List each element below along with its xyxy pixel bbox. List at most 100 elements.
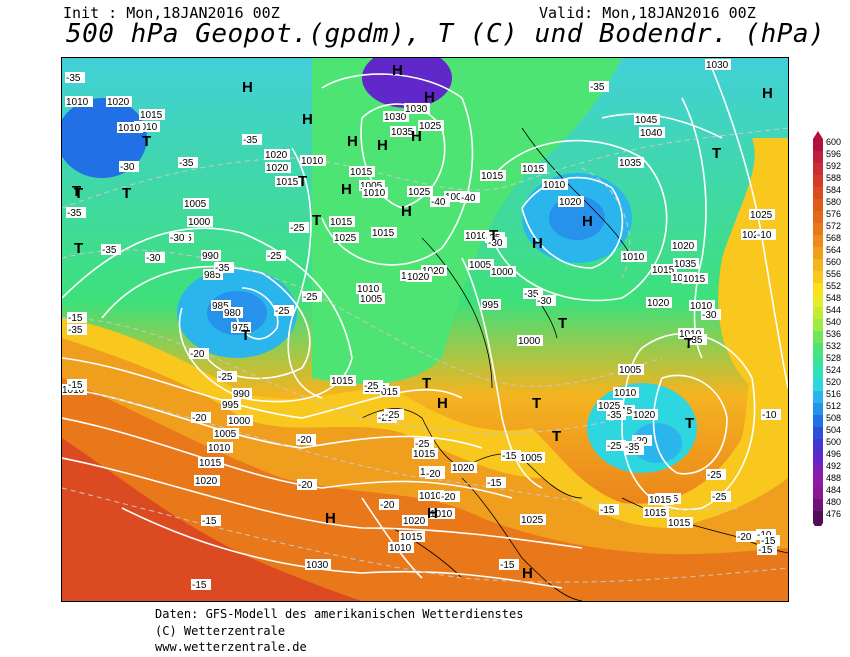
isobar-label-box <box>634 114 660 125</box>
isobar-label: 990 <box>202 251 219 262</box>
isobar-label-box <box>390 126 416 137</box>
pressure-center-marker: H <box>377 137 388 154</box>
isobar-label: 1005 <box>619 365 642 376</box>
temperature-label-box <box>101 244 121 255</box>
isobar-label: 1010 <box>389 543 412 554</box>
temperature-label: -25 <box>707 470 722 481</box>
pressure-center-marker: H <box>401 203 412 220</box>
temperature-label: -20 <box>426 469 441 480</box>
temperature-label-box <box>67 379 87 390</box>
pressure-center-marker: T <box>489 227 498 244</box>
isobar-label-box <box>275 176 301 187</box>
legend-label: 560 <box>826 257 841 267</box>
legend-swatch <box>813 331 823 343</box>
isobar-label-box <box>421 265 447 276</box>
chart-title: 500 hPa Geopot.(gpdm), T (C) und Bodendr… <box>66 19 826 49</box>
isobar-label-box <box>264 149 290 160</box>
legend-label: 596 <box>826 149 841 159</box>
legend-swatch <box>813 151 823 163</box>
legend-swatch <box>813 403 823 415</box>
legend-label: 600 <box>826 137 841 147</box>
temperature-label: -20 <box>297 435 312 446</box>
legend-swatch <box>813 319 823 331</box>
temperature-label-box <box>536 295 556 306</box>
isobar-label: 1020 <box>265 150 288 161</box>
temperature-label-box <box>189 348 209 359</box>
temperature-label-box <box>440 491 460 502</box>
temperature-label-box <box>499 559 519 570</box>
isobar-label: 1025 <box>419 121 442 132</box>
isobar-label-box <box>481 299 501 310</box>
temperature-label: -35 <box>524 289 539 300</box>
temperature-label: -20 <box>192 413 207 424</box>
isobar-label: 1030 <box>384 112 407 123</box>
temperature-label-box <box>169 232 189 243</box>
pressure-center-marker: T <box>422 375 431 392</box>
isobar-label: 1030 <box>405 104 428 115</box>
temperature-label: -35 <box>625 442 640 453</box>
isobar-label-box <box>673 258 699 269</box>
isobar-label: 990 <box>233 389 250 400</box>
temperature-label-box <box>178 157 198 168</box>
temperature-label: -25 <box>712 492 727 503</box>
temperature-label: -35 <box>67 208 82 219</box>
isobar-label-box <box>349 166 375 177</box>
pressure-center-marker: H <box>392 62 403 79</box>
isobar-label-box <box>198 457 224 468</box>
legend-label: 488 <box>826 473 841 483</box>
legend-swatch <box>813 139 823 151</box>
temperature-label: -15 <box>758 545 773 556</box>
isobar-label: 995 <box>222 400 239 411</box>
isobar-label: 1020 <box>452 463 475 474</box>
temperature-label-box <box>706 469 726 480</box>
isobar-label: 1015 <box>330 217 353 228</box>
isobar-label-box <box>399 531 425 542</box>
isobar-label: 1010 <box>614 388 637 399</box>
isobar-label: 1020 <box>672 241 695 252</box>
legend-label: 592 <box>826 161 841 171</box>
isobar-label-box <box>404 103 430 114</box>
footer-url[interactable]: www.wetterzentrale.de <box>155 640 307 654</box>
temperature-label-box <box>65 72 85 83</box>
temperature-label-box <box>606 440 626 451</box>
temperature-label: -15 <box>502 451 517 462</box>
isobar-label-box <box>418 490 444 501</box>
temperature-label-box <box>760 535 780 546</box>
temperature-label-box <box>414 438 434 449</box>
legend-swatch <box>813 367 823 379</box>
temperature-label: -30 <box>120 162 135 173</box>
isobar-label: 1020 <box>107 97 130 108</box>
isobar-label-box <box>597 400 623 411</box>
temperature-label: -15 <box>68 313 83 324</box>
legend-label: 492 <box>826 461 841 471</box>
temperature-label: -15 <box>761 536 776 547</box>
isobar-label: 1005 <box>214 429 237 440</box>
legend-label: 476 <box>826 509 841 519</box>
pressure-center-marker: T <box>312 212 321 229</box>
isobar-label: 1020 <box>633 410 656 421</box>
legend-swatch <box>813 511 823 523</box>
temperature-label-box <box>425 468 445 479</box>
temperature-label-layer: -35-35-35-35-30-30-35-25-25-35-30 -35-25-… <box>65 72 781 591</box>
pressure-center-marker: T <box>685 415 694 432</box>
init-time: Init : Mon,18JAN2016 00Z <box>63 4 280 22</box>
isobar-label-box <box>618 157 644 168</box>
isobar-label: 1035 <box>619 158 642 169</box>
temperature-label-box <box>191 579 211 590</box>
pressure-center-marker: T <box>122 185 131 202</box>
isobar-label: 1005 <box>445 192 468 203</box>
pressure-center-marker: T <box>72 183 81 200</box>
isobar-label-box <box>418 120 444 131</box>
isobar-label-box <box>383 111 409 122</box>
pressure-center-marker: T <box>532 395 541 412</box>
pressure-center-marker: T <box>74 185 83 202</box>
pressure-center-marker: H <box>411 128 422 145</box>
legend-label: 520 <box>826 377 841 387</box>
legend-swatch <box>813 343 823 355</box>
isobar-label-box <box>671 240 697 251</box>
temperature-label: -20 <box>298 480 313 491</box>
temperature-label-box <box>214 262 234 273</box>
footer-copyright: (C) Wetterzentrale <box>155 624 286 638</box>
isobar-label-box <box>689 300 715 311</box>
pressure-center-marker: T <box>558 315 567 332</box>
